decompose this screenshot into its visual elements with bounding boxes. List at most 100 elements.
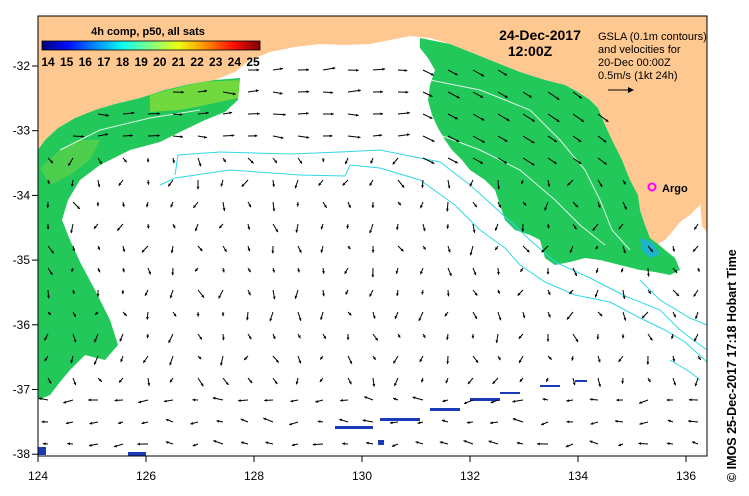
- x-tick-label: 132: [460, 469, 480, 483]
- velocity-arrow-head: [596, 336, 600, 340]
- velocity-arrow-head: [137, 442, 140, 446]
- x-axis: 124 126 128 130 132 134 136: [28, 456, 696, 483]
- velocity-arrow-head: [222, 269, 225, 273]
- argo-float: Argo: [647, 182, 688, 195]
- velocity-arrow-head: [168, 339, 171, 343]
- velocity-arrow-head: [212, 396, 216, 400]
- velocity-arrow-head: [283, 113, 286, 116]
- velocity-arrow-head: [575, 339, 579, 342]
- colorbar-title: 4h comp, p50, all sats: [91, 26, 205, 38]
- legend-line-3: 20-Dec 00:00Z: [598, 57, 671, 69]
- velocity-arrow-head: [521, 229, 525, 232]
- velocity-arrow-head: [94, 339, 97, 343]
- velocity-arrow-head: [99, 160, 102, 164]
- velocity-arrow-head: [649, 337, 653, 341]
- velocity-arrow-head: [123, 313, 127, 316]
- velocity-arrow-head: [274, 160, 277, 164]
- velocity-arrow-head: [553, 161, 557, 164]
- velocity-arrow-head: [546, 271, 550, 275]
- velocity-arrow-head: [439, 441, 443, 444]
- velocity-arrow-head: [698, 356, 701, 360]
- velocity-arrow-head: [495, 247, 498, 251]
- velocity-arrow-head: [589, 440, 593, 444]
- velocity-arrow-head: [318, 182, 322, 186]
- velocity-arrow-head: [204, 89, 208, 93]
- velocity-arrow-head: [93, 225, 97, 229]
- velocity-arrow-head: [320, 317, 323, 320]
- velocity-arrow-head: [537, 442, 540, 446]
- velocity-arrow-head: [272, 208, 276, 212]
- velocity-arrow-head: [240, 441, 244, 445]
- colorbar-tick-label: 20: [153, 55, 167, 69]
- velocity-arrow-head: [431, 139, 435, 142]
- velocity-arrow-head: [569, 249, 573, 253]
- velocity-arrow-head: [412, 396, 416, 400]
- velocity-arrow-head: [574, 272, 577, 276]
- velocity-arrow-head: [692, 441, 695, 444]
- velocity-arrow-head: [456, 139, 460, 142]
- velocity-arrow-head: [418, 317, 422, 321]
- velocity-arrow-head: [623, 181, 626, 185]
- velocity-arrow-head: [117, 227, 120, 231]
- velocity-arrow-head: [44, 358, 48, 362]
- velocity-arrow-head: [597, 204, 601, 208]
- velocity-arrow-head: [157, 134, 160, 137]
- velocity-arrow-head: [320, 226, 324, 230]
- velocity-arrow-head: [572, 382, 576, 386]
- velocity-arrow-head: [218, 295, 222, 299]
- velocity-arrow-head: [123, 159, 127, 163]
- velocity-arrow-head: [320, 249, 324, 253]
- velocity-arrow-head: [547, 314, 551, 318]
- velocity-arrow-head: [346, 337, 350, 340]
- velocity-arrow-head: [201, 294, 205, 298]
- velocity-arrow-head: [269, 318, 273, 322]
- velocity-arrow-head: [431, 161, 435, 164]
- colorbar-ticks: 14 15 16 17 18 19 20 21 22 23 24 25: [41, 55, 260, 69]
- y-tick-label: -35: [13, 253, 31, 267]
- velocity-arrow-head: [556, 119, 560, 122]
- velocity-arrow-head: [650, 249, 653, 252]
- velocity-arrow-head: [666, 442, 670, 446]
- velocity-arrow-head: [421, 291, 424, 295]
- velocity-arrow-head: [241, 183, 245, 187]
- velocity-arrow-head: [232, 92, 236, 96]
- velocity-arrow-head: [497, 290, 500, 294]
- argo-label: Argo: [662, 183, 688, 195]
- velocity-arrow-head: [382, 67, 386, 71]
- colorbar-tick-label: 19: [135, 55, 149, 69]
- velocity-arrow-head: [332, 66, 336, 70]
- velocity-arrow-head: [70, 183, 74, 187]
- velocity-arrow-head: [294, 185, 298, 189]
- velocity-arrow-head: [472, 230, 476, 233]
- velocity-arrow-head: [544, 207, 547, 211]
- velocity-arrow-head: [48, 312, 51, 315]
- velocity-arrow-head: [673, 314, 676, 318]
- velocity-arrow-head: [96, 294, 100, 297]
- velocity-arrow-head: [249, 380, 253, 383]
- velocity-arrow-head: [306, 112, 309, 115]
- land-peninsula: [700, 196, 707, 232]
- velocity-arrow-head: [221, 337, 225, 341]
- velocity-arrow-head: [47, 295, 50, 299]
- velocity-arrow-head: [503, 160, 507, 164]
- velocity-arrow-head: [523, 202, 527, 206]
- velocity-arrow-head: [89, 443, 92, 447]
- y-tick-label: -32: [13, 59, 31, 73]
- velocity-arrow-head: [119, 338, 123, 342]
- velocity-arrow-head: [473, 272, 477, 276]
- velocity-arrow-head: [618, 358, 622, 362]
- velocity-arrow-head: [498, 317, 502, 321]
- velocity-arrow-head: [621, 380, 625, 384]
- velocity-arrow-head: [272, 269, 275, 273]
- velocity-arrow-head: [331, 112, 334, 116]
- velocity-arrow-head: [340, 398, 343, 402]
- velocity-arrow-head: [114, 398, 118, 402]
- velocity-arrow-head: [320, 356, 323, 360]
- velocity-arrow-head: [667, 419, 671, 423]
- velocity-arrow-head: [405, 90, 409, 94]
- velocity-arrow-head: [688, 398, 692, 402]
- velocity-arrow-head: [397, 334, 401, 338]
- velocity-arrow-head: [50, 160, 53, 164]
- velocity-arrow-head: [170, 379, 173, 383]
- velocity-arrow-head: [598, 384, 601, 387]
